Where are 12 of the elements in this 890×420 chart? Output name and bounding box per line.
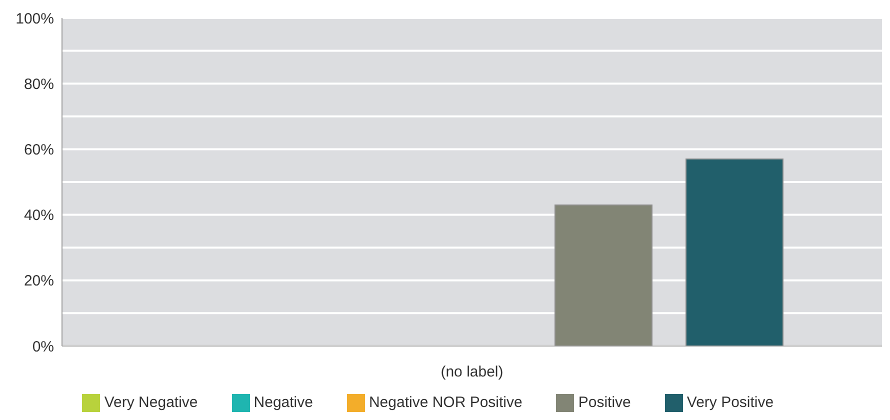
- x-tick-label: (no label): [440, 364, 504, 381]
- legend-label: Very Positive: [686, 394, 774, 411]
- y-tick-label: 40%: [24, 207, 54, 224]
- y-tick-label: 0%: [32, 338, 54, 356]
- legend-label: Very Negative: [104, 394, 198, 411]
- y-tick-label: 100%: [16, 10, 54, 28]
- y-tick-label: 80%: [24, 76, 54, 93]
- legend-label: Negative: [254, 394, 313, 411]
- y-tick-label: 20%: [24, 272, 54, 290]
- legend-label: Positive: [578, 394, 631, 411]
- legend-label: Negative NOR Positive: [368, 394, 522, 411]
- y-tick-label: 60%: [24, 142, 54, 159]
